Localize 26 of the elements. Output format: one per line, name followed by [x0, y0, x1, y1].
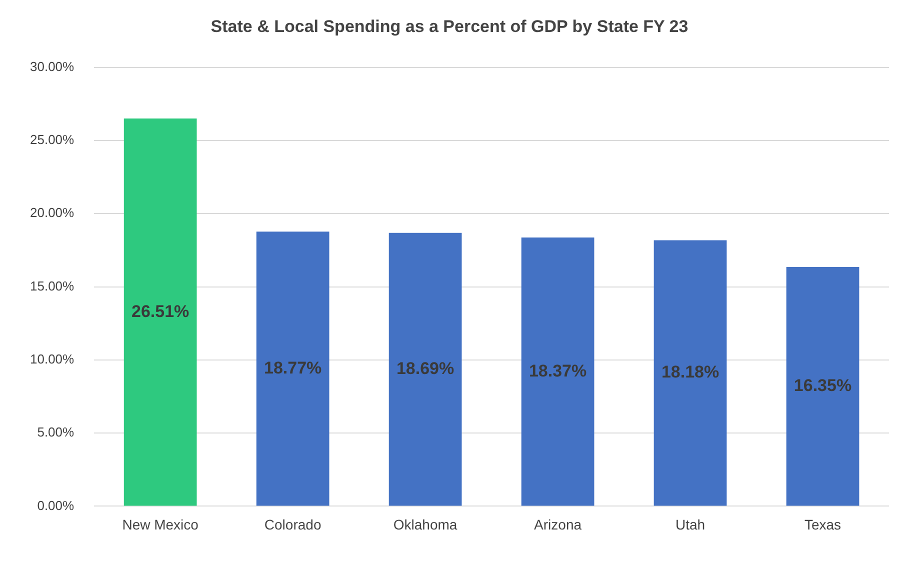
x-tick-label: Colorado — [264, 516, 322, 532]
data-label: 18.18% — [661, 362, 720, 382]
x-tick-label: Oklahoma — [393, 516, 458, 532]
data-label: 18.37% — [528, 361, 587, 380]
x-tick-label: Texas — [804, 516, 842, 532]
x-tick-label: Arizona — [534, 516, 582, 532]
bar — [256, 232, 330, 506]
x-tick-label: New Mexico — [122, 516, 199, 532]
bar — [654, 240, 727, 506]
data-label: 26.51% — [131, 302, 190, 321]
y-tick-label: 5.00% — [37, 424, 75, 440]
data-label: 18.69% — [396, 358, 454, 378]
y-tick-label: 30.00% — [30, 58, 75, 74]
data-label: 16.35% — [794, 376, 852, 396]
bar — [124, 118, 197, 506]
y-tick-label: 25.00% — [30, 132, 75, 148]
x-tick-label: Utah — [675, 516, 706, 532]
chart-title: State & Local Spending as a Percent of GDP by State FY 23 — [210, 16, 688, 36]
bar — [388, 232, 462, 506]
bar — [786, 267, 860, 506]
y-tick-label: 20.00% — [30, 205, 75, 220]
bar — [521, 238, 594, 506]
y-tick-label: 0.00% — [37, 498, 75, 513]
y-tick-label: 15.00% — [30, 278, 75, 294]
y-tick-label: 10.00% — [30, 352, 75, 367]
data-label: 18.77% — [264, 358, 322, 378]
